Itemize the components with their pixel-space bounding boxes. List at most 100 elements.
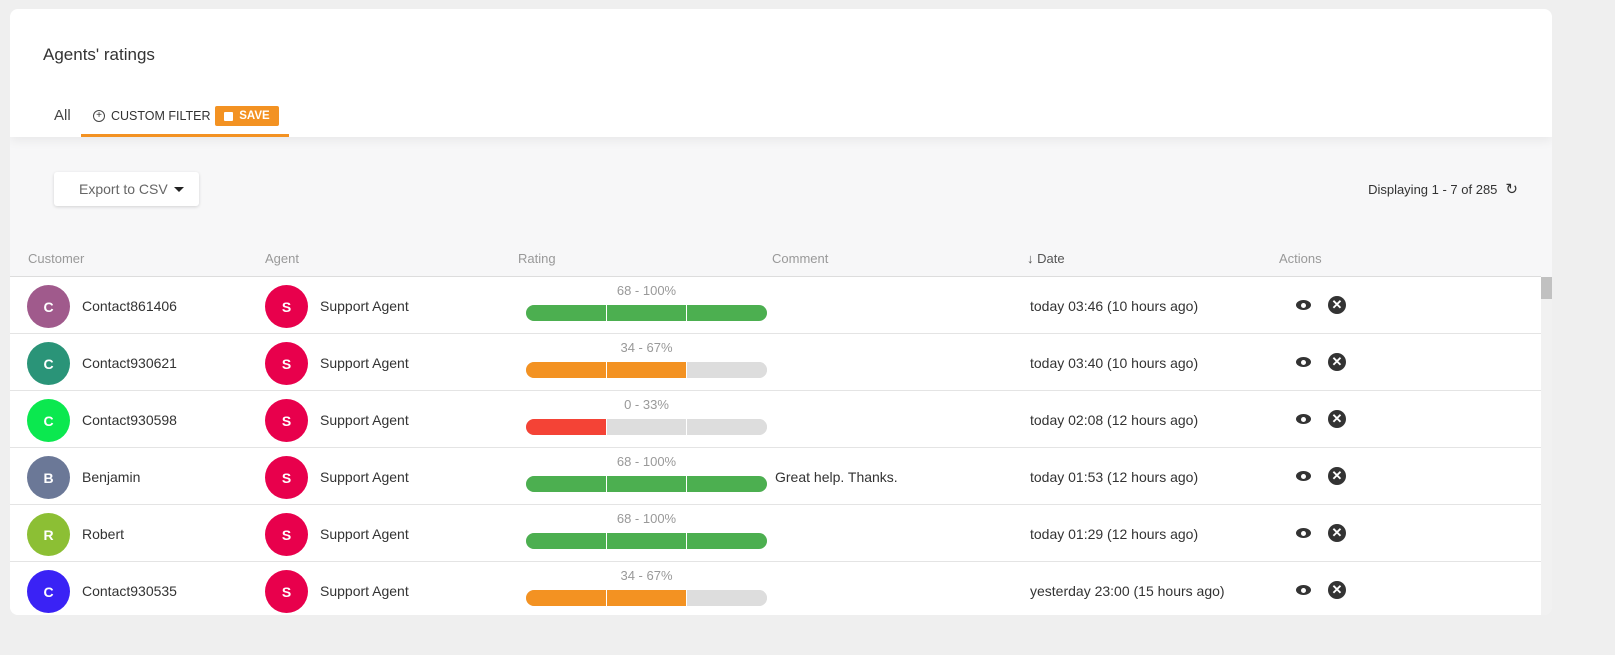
scrollbar-thumb[interactable] <box>1541 277 1552 299</box>
close-icon[interactable]: ✕ <box>1328 296 1346 314</box>
rating-segment <box>687 533 767 549</box>
agent-name: Support Agent <box>320 583 409 599</box>
rating-segment <box>687 419 767 435</box>
rating-segment <box>526 590 607 606</box>
customer-name[interactable]: Contact930621 <box>82 355 177 371</box>
rating-segment <box>606 476 688 492</box>
col-rating[interactable]: Rating <box>518 251 556 266</box>
agent-avatar: S <box>265 342 308 385</box>
tab-custom-filter[interactable]: + CUSTOM FILTER SAVE <box>81 105 289 137</box>
customer-name[interactable]: Contact930535 <box>82 583 177 599</box>
table-row[interactable]: R Robert S Support Agent 68 - 100% today… <box>10 505 1541 562</box>
displaying-text: Displaying 1 - 7 of 285 <box>1368 181 1498 197</box>
col-actions: Actions <box>1279 251 1322 266</box>
eye-icon[interactable] <box>1296 528 1311 538</box>
pagination-info: Displaying 1 - 7 of 285 ↻ <box>1368 180 1518 198</box>
rating-segment <box>606 590 688 606</box>
customer-name[interactable]: Contact930598 <box>82 412 177 428</box>
agent-avatar: S <box>265 399 308 442</box>
table-row[interactable]: C Contact930598 S Support Agent 0 - 33% … <box>10 391 1541 448</box>
rating-segment <box>526 362 607 378</box>
agent-name: Support Agent <box>320 469 409 485</box>
table-row[interactable]: C Contact930535 S Support Agent 34 - 67%… <box>10 562 1541 615</box>
customer-name[interactable]: Contact861406 <box>82 298 177 314</box>
eye-icon[interactable] <box>1296 585 1311 595</box>
table-body: C Contact861406 S Support Agent 68 - 100… <box>10 277 1541 615</box>
col-comment[interactable]: Comment <box>772 251 829 266</box>
rating-label: 0 - 33% <box>624 397 669 412</box>
agent-avatar: S <box>265 570 308 613</box>
customer-avatar: R <box>27 513 70 556</box>
rating-segment <box>526 419 607 435</box>
date: today 01:53 (12 hours ago) <box>1030 469 1199 485</box>
eye-icon[interactable] <box>1296 357 1311 367</box>
close-icon[interactable]: ✕ <box>1328 581 1346 599</box>
col-agent[interactable]: Agent <box>265 251 299 266</box>
table-header: Customer Agent Rating Comment ↓ Date Act… <box>10 249 1541 277</box>
customer-name[interactable]: Robert <box>82 526 125 542</box>
eye-icon[interactable] <box>1296 300 1311 310</box>
agent-name: Support Agent <box>320 412 409 428</box>
customer-avatar: C <box>27 285 70 328</box>
plus-circle-icon: + <box>93 110 105 122</box>
rating-segment <box>526 533 607 549</box>
col-customer[interactable]: Customer <box>28 251 85 266</box>
rating-label: 68 - 100% <box>616 511 677 526</box>
date: today 03:46 (10 hours ago) <box>1030 298 1199 314</box>
rating-bar <box>526 590 767 606</box>
refresh-icon[interactable]: ↻ <box>1505 181 1518 198</box>
rating-segment <box>526 476 607 492</box>
table-row[interactable]: C Contact930621 S Support Agent 34 - 67%… <box>10 334 1541 391</box>
rating-segment <box>606 362 688 378</box>
save-label: SAVE <box>239 110 270 122</box>
close-icon[interactable]: ✕ <box>1328 467 1346 485</box>
save-icon <box>224 111 234 121</box>
rating-segment <box>687 362 767 378</box>
rating-label: 34 - 67% <box>620 340 673 355</box>
date: today 03:40 (10 hours ago) <box>1030 355 1199 371</box>
table-row[interactable]: B Benjamin S Support Agent 68 - 100% Gre… <box>10 448 1541 505</box>
customer-name[interactable]: Benjamin <box>82 469 141 485</box>
rating-label: 34 - 67% <box>620 568 673 583</box>
ratings-card: Agents' ratings All + CUSTOM FILTER SAVE … <box>10 9 1552 615</box>
date: today 01:29 (12 hours ago) <box>1030 526 1199 542</box>
rating-bar <box>526 476 767 492</box>
rating-segment <box>687 305 767 321</box>
rating-label: 68 - 100% <box>616 283 677 298</box>
agent-name: Support Agent <box>320 355 409 371</box>
table-row[interactable]: C Contact861406 S Support Agent 68 - 100… <box>10 277 1541 334</box>
export-csv-button[interactable]: Export to CSV <box>54 172 199 206</box>
page-title: Agents' ratings <box>43 45 155 64</box>
header: Agents' ratings All + CUSTOM FILTER SAVE <box>10 9 1552 137</box>
rating-label: 68 - 100% <box>616 454 677 469</box>
agent-name: Support Agent <box>320 298 409 314</box>
agent-avatar: S <box>265 456 308 499</box>
rating-bar <box>526 305 767 321</box>
agent-name: Support Agent <box>320 526 409 542</box>
close-icon[interactable]: ✕ <box>1328 524 1346 542</box>
rating-bar <box>526 533 767 549</box>
eye-icon[interactable] <box>1296 471 1311 481</box>
caret-down-icon <box>173 186 184 192</box>
rating-segment <box>606 305 688 321</box>
close-icon[interactable]: ✕ <box>1328 410 1346 428</box>
close-icon[interactable]: ✕ <box>1328 353 1346 371</box>
date: today 02:08 (12 hours ago) <box>1030 412 1199 428</box>
customer-avatar: C <box>27 570 70 613</box>
save-button[interactable]: SAVE <box>215 106 279 126</box>
custom-filter-label: CUSTOM FILTER <box>111 109 211 123</box>
date-label: Date <box>1037 251 1065 266</box>
tab-all[interactable]: All <box>54 107 71 124</box>
date: yesterday 23:00 (15 hours ago) <box>1030 583 1225 599</box>
rating-segment <box>606 419 688 435</box>
customer-avatar: B <box>27 456 70 499</box>
agent-avatar: S <box>265 285 308 328</box>
scrollbar[interactable] <box>1541 277 1552 615</box>
sort-down-icon: ↓ <box>1027 251 1038 266</box>
col-date[interactable]: ↓ Date <box>1027 251 1065 266</box>
agent-avatar: S <box>265 513 308 556</box>
rating-bar <box>526 362 767 378</box>
export-label: Export to CSV <box>79 181 168 197</box>
eye-icon[interactable] <box>1296 414 1311 424</box>
rating-segment <box>687 590 767 606</box>
